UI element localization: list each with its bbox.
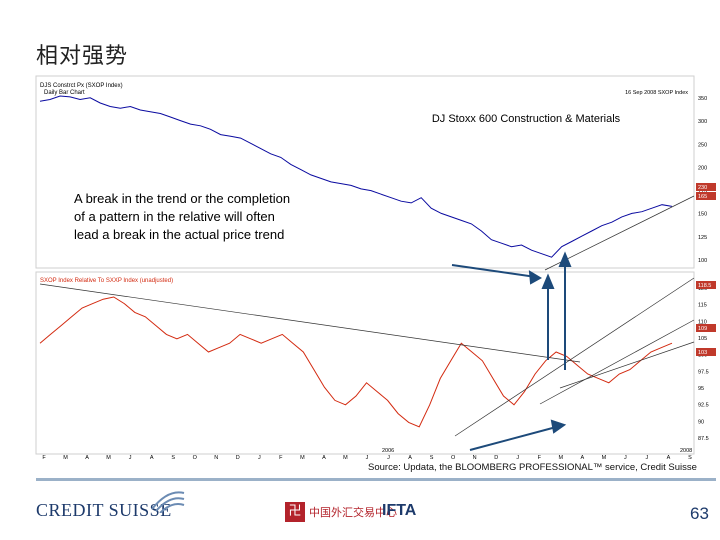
x-tick-label: A	[408, 455, 412, 461]
upper-y-tick-label: 175	[698, 189, 707, 195]
x-tick-label: M	[63, 455, 68, 461]
upper-price-line	[39, 95, 673, 258]
x-tick-label: M	[343, 455, 348, 461]
x-tick-label: S	[688, 455, 692, 461]
x-tick-label: J	[516, 455, 519, 461]
lower-y-axis: 12011511010510097.59592.59087.5118.51091…	[696, 281, 716, 442]
upper-y-tick-label: 350	[698, 96, 707, 102]
lower-y-tick-label: 92.5	[698, 403, 709, 409]
arrow-to-break	[451, 264, 537, 278]
x-tick-label: M	[106, 455, 111, 461]
credit-suisse-sails-icon	[151, 491, 185, 513]
x-tick-label: M	[300, 455, 305, 461]
lower-uptrend-line-2	[539, 319, 695, 405]
page-number: 63	[690, 504, 709, 523]
annotation-line-2: of a pattern in the relative will often	[74, 209, 275, 224]
lower-y-highlight-box	[696, 281, 716, 289]
arrow-head-1	[528, 270, 542, 285]
lower-y-highlight-label: 109	[698, 326, 707, 332]
annotation-line-3: lead a break in the actual price trend	[74, 227, 284, 242]
lower-y-tick-label: 90	[698, 419, 704, 425]
lower-y-highlight-label: 103	[698, 350, 707, 356]
chinese-org-mark-icon: 卍	[285, 502, 305, 522]
x-tick-label: J	[129, 455, 132, 461]
upper-y-tick-label: 250	[698, 142, 707, 148]
lower-chart-frame	[35, 271, 695, 455]
arrows	[451, 251, 572, 451]
x-tick-label: D	[494, 455, 498, 461]
x-year-label: 2006	[382, 448, 394, 454]
x-tick-label: M	[559, 455, 564, 461]
x-tick-label: M	[602, 455, 607, 461]
x-tick-label: O	[451, 455, 456, 461]
arrow-head-4	[550, 419, 567, 434]
upper-y-highlight-box	[696, 183, 716, 191]
lower-relative-line	[39, 296, 673, 428]
upper-y-highlight-box	[696, 192, 716, 200]
ifta-logo: IFTA	[382, 502, 417, 519]
upper-y-tick-label: 200	[698, 165, 707, 171]
arrow-head-3	[558, 251, 572, 267]
x-tick-label: J	[387, 455, 390, 461]
lower-downtrend-line	[39, 283, 581, 363]
chinese-org-text: 中国外汇交易中心	[309, 506, 397, 519]
x-tick-label: A	[580, 455, 584, 461]
x-tick-label: N	[473, 455, 477, 461]
upper-y-tick-label: 300	[698, 119, 707, 125]
lower-y-tick-label: 87.5	[698, 436, 709, 442]
upper-y-highlight-label: 230	[698, 185, 707, 191]
x-tick-label: J	[366, 455, 369, 461]
upper-y-tick-label: 100	[698, 258, 707, 264]
upper-header-left2: Daily Bar Chart	[44, 90, 85, 96]
lower-y-tick-label: 105	[698, 336, 707, 342]
source-note: Source: Updata, the BLOOMBERG PROFESSION…	[368, 462, 697, 473]
x-tick-label: A	[150, 455, 154, 461]
arrow-head-2	[541, 273, 555, 289]
upper-y-axis: 350 300 250 200 175 150 125 100 230 165	[696, 96, 716, 264]
lower-chart-title: SXOP Index Relative To SXXP Index (unadj…	[40, 278, 173, 284]
upper-y-tick-label: 150	[698, 212, 707, 218]
lower-y-tick-label: 95	[698, 386, 704, 392]
lower-relative-series	[39, 296, 673, 428]
x-tick-label: J	[624, 455, 627, 461]
upper-chart-frame	[35, 75, 695, 269]
x-year-label: 2008	[680, 448, 692, 454]
lower-y-tick-label: 115	[698, 303, 707, 309]
annotation-line-1: A break in the trend or the completion	[74, 191, 290, 206]
lower-y-tick-label: 110	[698, 319, 707, 325]
upper-header-left: DJS Constrct Px (SXOP Index)	[40, 83, 123, 89]
x-tick-label: J	[258, 455, 261, 461]
upper-chart-title: DJ Stoxx 600 Construction & Materials	[432, 113, 621, 125]
upper-price-series	[39, 95, 673, 258]
upper-trendline	[544, 195, 695, 271]
lower-y-tick-label: 97.5	[698, 369, 709, 375]
x-tick-label: J	[646, 455, 649, 461]
x-tick-label: O	[193, 455, 198, 461]
x-tick-label: F	[279, 455, 283, 461]
x-tick-label: S	[171, 455, 175, 461]
slide-title: 相对强势	[36, 44, 129, 69]
x-tick-label: F	[538, 455, 542, 461]
lower-y-highlight-box	[696, 324, 716, 332]
x-tick-label: D	[236, 455, 240, 461]
lower-y-highlight-label: 118.5	[698, 283, 711, 289]
lower-uptrend-line-1	[454, 277, 695, 437]
lower-y-highlight-box	[696, 348, 716, 356]
arrow-bottom	[469, 425, 561, 451]
x-tick-label: F	[42, 455, 46, 461]
x-tick-label: A	[667, 455, 671, 461]
credit-suisse-logo: CREDIT SUISSE	[36, 500, 172, 520]
upper-header-right: 16 Sep 2008 SXOP Index	[625, 90, 688, 96]
x-tick-label: A	[322, 455, 326, 461]
x-tick-label: N	[214, 455, 218, 461]
chinese-org-logo: 卍 中国外汇交易中心	[285, 502, 397, 522]
x-tick-label: A	[85, 455, 89, 461]
x-axis: F M A M J A S O N D J F M A M J J A S O N D J F M A M J J A S 2006 2008	[42, 448, 692, 461]
upper-y-highlight-label: 165	[698, 194, 707, 200]
footer-divider	[36, 478, 716, 481]
upper-y-tick-label: 125	[698, 235, 707, 241]
x-tick-label: S	[430, 455, 434, 461]
lower-uptrend-line-3	[559, 341, 695, 389]
